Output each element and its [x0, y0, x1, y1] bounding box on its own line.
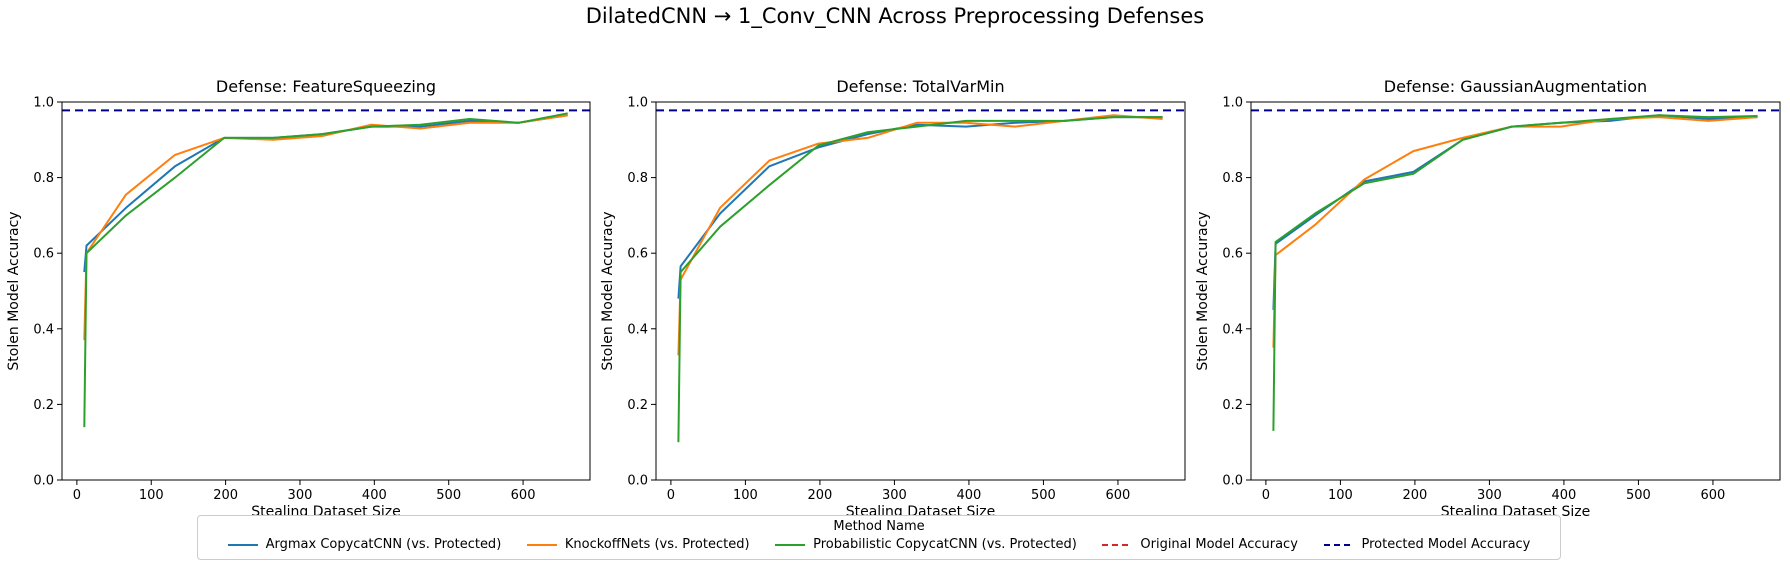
x-tick-label: 300 [1477, 488, 1502, 503]
x-tick-label: 400 [957, 488, 982, 503]
subplot-1: Defense: FeatureSqueezing 0 100 200 300 400 50… [6, 77, 591, 520]
x-tick-label: 300 [882, 488, 907, 503]
series-line-1 [677, 116, 1163, 299]
y-tick-label: 1.0 [1222, 96, 1243, 111]
y-tick-label: 0.4 [1222, 322, 1243, 337]
legend-swatch-argmax [227, 543, 258, 546]
x-tick-label: 200 [1403, 488, 1428, 503]
y-tick-label: 0.6 [627, 247, 648, 262]
y-tick-label: 1.0 [627, 96, 648, 111]
x-tick-label: 600 [1106, 488, 1131, 503]
x-tick-label: 500 [436, 488, 461, 503]
series-line-3 [1272, 114, 1758, 431]
subplot-2: Defense: TotalVarMin 0 100 200 300 400 500 600 0… [600, 77, 1186, 520]
series-line-1 [83, 114, 568, 273]
legend-item-probabilistic: Probabilistic CopycatCNN (vs. Protected) [775, 537, 1077, 552]
y-tick-label: 0.8 [1222, 171, 1243, 186]
x-tick-label: 200 [808, 488, 833, 503]
legend-label: KnockoffNets (vs. Protected) [564, 537, 750, 552]
y-tick-label: 0.6 [1222, 247, 1243, 262]
legend-swatch-knockoff [526, 543, 557, 546]
x-tick-label: 100 [1328, 488, 1353, 503]
y-tick-label: 0.0 [1222, 474, 1243, 489]
y-axis-label: Stolen Model Accuracy [6, 211, 22, 370]
series-line-2 [677, 114, 1163, 356]
x-tick-label: 100 [139, 488, 164, 503]
y-tick-label: 0.8 [33, 171, 54, 186]
subplot-title: Defense: TotalVarMin [836, 77, 1004, 96]
y-tick-label: 1.0 [33, 96, 54, 111]
legend-label: Probabilistic CopycatCNN (vs. Protected) [813, 537, 1077, 552]
legend-swatch-original [1102, 543, 1133, 546]
x-tick-label: 400 [1552, 488, 1577, 503]
y-tick-label: 0.2 [627, 398, 648, 413]
x-tick-label: 600 [511, 488, 536, 503]
plot-frame [655, 101, 1186, 481]
legend-item-knockoff: KnockoffNets (vs. Protected) [526, 537, 750, 552]
legend-label: Argmax CopycatCNN (vs. Protected) [265, 537, 502, 552]
series-line-2 [83, 114, 568, 341]
y-tick-label: 0.0 [33, 474, 54, 489]
series-line-2 [1272, 116, 1758, 348]
x-tick-label: 400 [362, 488, 387, 503]
legend: Method Name Argmax CopycatCNN (vs. Prote… [197, 515, 1561, 560]
series-line-3 [83, 112, 568, 428]
legend-items: Argmax CopycatCNN (vs. Protected) Knocko… [198, 537, 1560, 552]
subplot-3: Defense: GaussianAugmentation 0 100 200 300 4… [1195, 77, 1781, 520]
x-tick-label: 500 [1626, 488, 1651, 503]
y-tick-label: 0.2 [1222, 398, 1243, 413]
y-tick-label: 0.4 [627, 322, 648, 337]
y-axis-label: Stolen Model Accuracy [1195, 211, 1211, 370]
y-tick-label: 0.4 [33, 322, 54, 337]
x-tick-label: 200 [213, 488, 238, 503]
legend-label: Protected Model Accuracy [1361, 537, 1531, 552]
legend-item-protected: Protected Model Accuracy [1323, 537, 1531, 552]
legend-swatch-protected [1323, 543, 1354, 546]
legend-item-argmax: Argmax CopycatCNN (vs. Protected) [227, 537, 502, 552]
y-tick-label: 0.6 [33, 247, 54, 262]
y-tick-label: 0.0 [627, 474, 648, 489]
legend-item-original: Original Model Accuracy [1102, 537, 1298, 552]
x-tick-label: 100 [733, 488, 758, 503]
series-line-3 [677, 116, 1163, 443]
plot-frame [1250, 101, 1781, 481]
subplot-title: Defense: GaussianAugmentation [1384, 77, 1647, 96]
legend-label: Original Model Accuracy [1140, 537, 1298, 552]
x-tick-label: 300 [288, 488, 313, 503]
x-tick-label: 0 [73, 488, 81, 503]
y-tick-label: 0.8 [627, 171, 648, 186]
legend-title: Method Name [833, 519, 925, 534]
x-tick-label: 0 [1262, 488, 1270, 503]
x-tick-label: 500 [1031, 488, 1056, 503]
plot-frame [61, 101, 591, 481]
figure-title: DilatedCNN → 1_Conv_CNN Across Preproces… [585, 4, 1205, 28]
y-tick-label: 0.2 [33, 398, 54, 413]
x-tick-label: 0 [667, 488, 675, 503]
subplot-title: Defense: FeatureSqueezing [216, 77, 436, 96]
series-line-1 [1272, 114, 1758, 310]
y-axis-label: Stolen Model Accuracy [600, 211, 616, 370]
x-tick-label: 600 [1701, 488, 1726, 503]
legend-swatch-probabilistic [775, 543, 806, 546]
